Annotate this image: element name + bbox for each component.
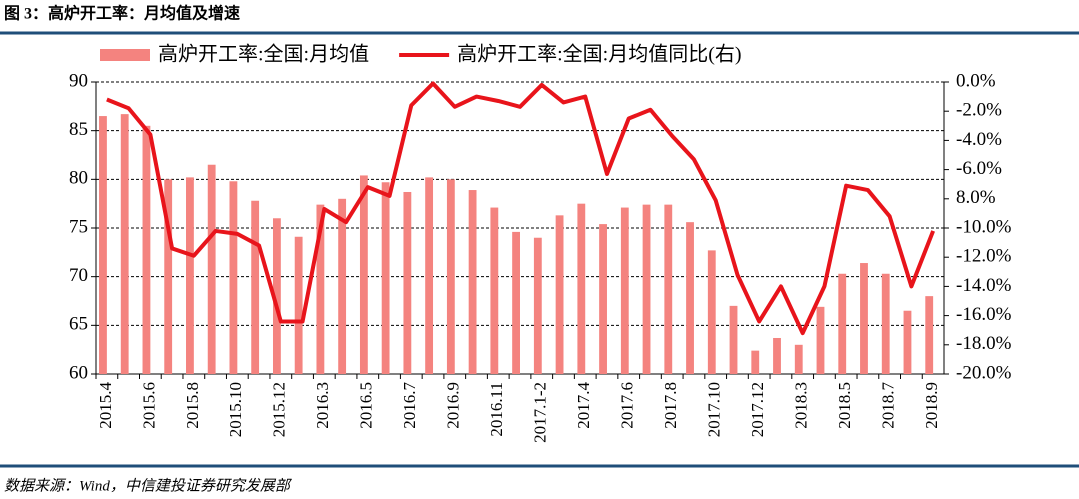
bar [142, 125, 151, 374]
bar [642, 204, 651, 374]
x-tick-label: 2018.9 [922, 382, 941, 429]
y-tick-label: 75 [69, 216, 88, 237]
bar [359, 175, 368, 374]
bar [186, 177, 194, 374]
x-tick-label: 2016.3 [313, 382, 332, 429]
bar [207, 164, 216, 374]
y2-tick-label: -20.0% [956, 362, 1012, 383]
bar [316, 204, 325, 374]
bar [881, 273, 890, 374]
bar [794, 344, 803, 374]
bar [599, 224, 607, 374]
bar [446, 179, 455, 374]
y2-tick-label: -18.0% [956, 333, 1012, 354]
figure-title: 图 3：高炉开工率：月均值及增速 [4, 4, 240, 23]
bar [816, 306, 825, 374]
y-tick-label: 70 [69, 265, 88, 286]
y2-tick-label: -16.0% [956, 304, 1012, 325]
bar [468, 190, 477, 374]
bar [729, 305, 738, 374]
bar [686, 222, 694, 374]
x-tick-label: 2018.7 [879, 382, 898, 429]
bar [381, 182, 390, 374]
bar [555, 215, 564, 374]
bar [490, 207, 499, 374]
x-tick-label: 2017.8 [661, 382, 680, 429]
bar [272, 218, 281, 374]
x-tick-label: 2015.12 [270, 382, 289, 437]
bar [533, 237, 542, 374]
x-tick-label: 2018.5 [835, 382, 854, 429]
legend-swatch [100, 49, 150, 61]
legend-label: 高炉开工率:全国:月均值同比(右) [457, 43, 741, 66]
x-tick-label: 2017.6 [618, 382, 637, 429]
bar [338, 198, 347, 374]
x-tick-label: 2016.11 [487, 382, 506, 437]
bar [294, 236, 303, 374]
y-tick-label: 80 [69, 168, 88, 189]
bar [620, 207, 629, 374]
x-tick-label: 2016.9 [444, 382, 463, 429]
x-tick-label: 2016.5 [357, 382, 376, 429]
bar [229, 181, 238, 374]
bar [577, 203, 586, 374]
bar [838, 273, 847, 374]
y2-tick-label: -4.0% [956, 129, 1002, 150]
bar [403, 191, 412, 374]
source-note: 数据来源：Wind，中信建投证券研究发展部 [4, 477, 293, 494]
bar [425, 177, 434, 374]
bar [751, 350, 760, 374]
y2-tick-label: -10.0% [956, 216, 1012, 237]
bar [120, 114, 129, 375]
x-tick-label: 2018.3 [792, 382, 811, 429]
y2-tick-label: 0.0% [956, 70, 996, 91]
bar [925, 296, 934, 374]
bar [903, 310, 912, 374]
x-tick-label: 2017.4 [574, 382, 593, 429]
y-tick-label: 65 [69, 314, 88, 335]
y-tick-label: 85 [69, 119, 88, 140]
line [106, 81, 935, 336]
x-tick-label: 2015.6 [139, 382, 158, 429]
bar [707, 250, 716, 374]
x-tick-label: 2015.10 [226, 382, 245, 437]
y2-tick-label: 8.0% [956, 187, 996, 208]
bar [664, 204, 673, 374]
x-tick-label: 2017.10 [705, 382, 724, 437]
y2-tick-label: -12.0% [956, 246, 1012, 267]
bar [251, 200, 260, 374]
y-tick-label: 90 [69, 70, 88, 91]
bar [773, 337, 781, 374]
x-tick-label: 2015.4 [96, 382, 115, 429]
y2-tick-label: -14.0% [956, 275, 1012, 296]
bar [512, 231, 520, 374]
x-tick-label: 2016.7 [400, 382, 419, 429]
legend-label: 高炉开工率:全国:月均值 [158, 43, 369, 66]
y2-tick-label: -2.0% [956, 100, 1002, 121]
y-tick-label: 60 [69, 362, 88, 383]
x-tick-label: 2017.12 [748, 382, 767, 437]
y2-tick-label: -6.0% [956, 158, 1002, 179]
bar [99, 116, 107, 375]
x-tick-label: 2015.8 [183, 382, 202, 429]
x-tick-label: 2017.1-2 [531, 382, 550, 443]
bar [164, 179, 173, 374]
bar [860, 263, 868, 374]
